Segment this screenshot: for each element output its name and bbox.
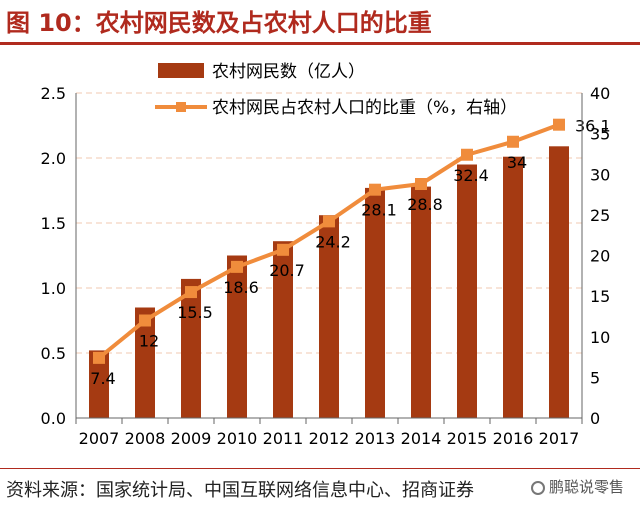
- x-tick-label: 2008: [125, 429, 166, 448]
- ratio-marker-2016: [507, 135, 519, 148]
- bar-2014: [411, 186, 431, 418]
- ratio-data-label: 12: [139, 332, 159, 351]
- y-right-tick-label: 30: [590, 165, 610, 184]
- x-tick-label: 2015: [447, 429, 488, 448]
- x-tick-label: 2017: [539, 429, 580, 448]
- ratio-data-label: 24.2: [315, 232, 351, 251]
- chart-title: 图 10：农村网民数及占农村人口的比重: [6, 9, 432, 37]
- watermark-text: 鹏聪说零售: [548, 478, 624, 496]
- ratio-marker-2008: [139, 314, 151, 327]
- ratio-data-label: 32.4: [453, 166, 489, 185]
- line-series: 7.4 12 15.5 18.6 20.7 24.2 28.1 28.8 32.4 34 36.1: [90, 117, 610, 388]
- bar-2010: [227, 255, 247, 418]
- bar-2016: [503, 156, 523, 418]
- watermark: 鹏聪说零售: [528, 476, 626, 497]
- bar-2013: [365, 187, 385, 418]
- ratio-marker-2012: [323, 215, 335, 228]
- ratio-marker-2014: [415, 178, 427, 190]
- source-note: 资料来源：国家统计局、中国互联网络信息中心、招商证券: [6, 480, 474, 501]
- bar-2009: [181, 278, 201, 418]
- axes: 0.0 0.5 1.0 1.5 2.0 2.5 0 5 10 15 20 25 30 35 40 2007 20…: [41, 84, 611, 448]
- bar-2007: [89, 350, 109, 418]
- ratio-data-label: 15.5: [177, 303, 213, 322]
- bar-series: [89, 146, 569, 419]
- x-tick-label: 2009: [171, 429, 212, 448]
- y-left-tick-label: 2.5: [41, 84, 66, 103]
- x-tick-label: 2010: [217, 429, 258, 448]
- bar-2015: [457, 164, 477, 418]
- ratio-data-label: 18.6: [223, 278, 259, 297]
- y-left-tick-label: 2.0: [41, 149, 66, 168]
- bar-2011: [273, 241, 293, 418]
- source-divider: [0, 468, 640, 469]
- ratio-data-label: 34: [507, 153, 527, 172]
- bar-2012: [319, 215, 339, 418]
- y-left-tick-label: 0.5: [41, 344, 66, 363]
- ratio-data-label: 20.7: [269, 261, 305, 280]
- y-right-tick-label: 35: [590, 125, 610, 144]
- ratio-data-label: 7.4: [90, 369, 115, 388]
- y-right-tick-label: 25: [590, 206, 610, 225]
- ratio-data-label: 28.1: [361, 201, 397, 220]
- legend-line-label: 农村网民占农村人口的比重（%，右轴）: [212, 98, 517, 118]
- y-left-tick-label: 1.5: [41, 214, 66, 233]
- legend-bar-swatch: [158, 63, 204, 78]
- ratio-marker-2011: [277, 243, 289, 256]
- ratio-marker-2007: [93, 351, 105, 364]
- x-tick-label: 2013: [355, 429, 396, 448]
- bar-2008: [135, 307, 155, 418]
- ratio-data-label: 28.8: [407, 195, 443, 214]
- ratio-marker-2015: [461, 148, 473, 161]
- y-left-tick-label: 1.0: [41, 279, 66, 298]
- ratio-data-label: 36.1: [575, 117, 611, 136]
- bar-2017: [549, 146, 569, 419]
- ratio-marker-2009: [185, 286, 197, 299]
- legend-bar-label: 农村网民数（亿人）: [212, 62, 365, 82]
- ratio-marker-2017: [553, 118, 565, 131]
- x-tick-label: 2012: [309, 429, 350, 448]
- y-right-tick-label: 5: [590, 368, 600, 387]
- wechat-icon: [530, 481, 545, 495]
- x-tick-label: 2014: [401, 429, 442, 448]
- x-tick-label: 2016: [493, 429, 534, 448]
- title-divider: [0, 42, 640, 45]
- legend-line-marker: [176, 102, 186, 112]
- y-right-tick-label: 0: [590, 409, 600, 428]
- ratio-marker-2013: [369, 183, 381, 196]
- ratio-marker-2010: [231, 260, 243, 273]
- y-right-tick-label: 10: [590, 328, 610, 347]
- y-right-tick-label: 20: [590, 247, 610, 266]
- y-right-tick-label: 40: [590, 84, 610, 103]
- x-tick-label: 2011: [263, 429, 304, 448]
- x-tick-label: 2007: [79, 429, 120, 448]
- legend: 农村网民数（亿人） 农村网民占农村人口的比重（%，右轴）: [155, 62, 517, 118]
- y-right-tick-label: 15: [590, 287, 610, 306]
- y-left-tick-label: 0.0: [41, 409, 66, 428]
